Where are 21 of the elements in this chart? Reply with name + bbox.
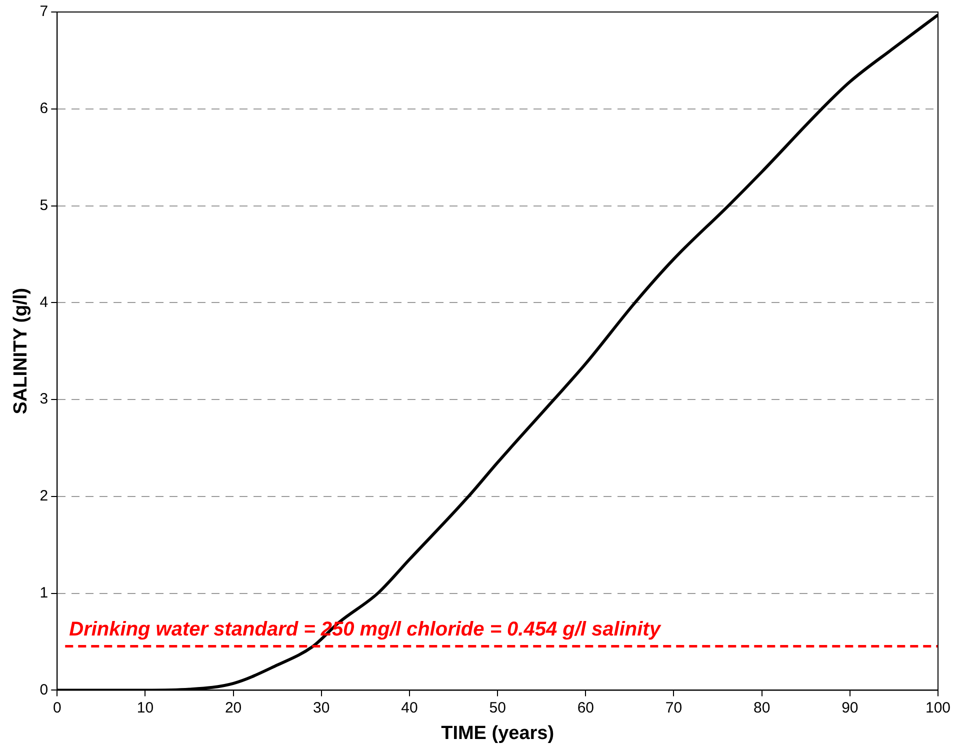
y-tick-label: 2 (40, 488, 48, 505)
x-tick-label: 30 (313, 699, 330, 716)
x-tick-label: 10 (136, 699, 154, 716)
y-tick-label: 3 (40, 390, 48, 408)
y-tick-label: 4 (40, 294, 48, 311)
y-tick-label: 7 (40, 3, 48, 20)
y-tick-label: 1 (40, 584, 48, 602)
x-tick-label: 60 (577, 699, 594, 716)
y-axis-title: SALINITY (g/l) (10, 288, 32, 414)
y-tick-label: 0 (40, 681, 48, 698)
y-tick-label: 5 (40, 196, 48, 214)
y-tick-label: 6 (40, 100, 48, 118)
x-axis-title: TIME (years) (441, 722, 554, 744)
x-tick-label: 90 (842, 699, 858, 716)
x-tick-label: 50 (489, 699, 506, 716)
x-tick-label: 40 (401, 699, 418, 716)
x-tick-label: 0 (52, 699, 62, 716)
x-tick-label: 20 (224, 699, 242, 716)
x-tick-label: 80 (753, 699, 770, 716)
x-tick-label: 70 (665, 699, 682, 716)
x-tick-label: 100 (925, 699, 951, 716)
